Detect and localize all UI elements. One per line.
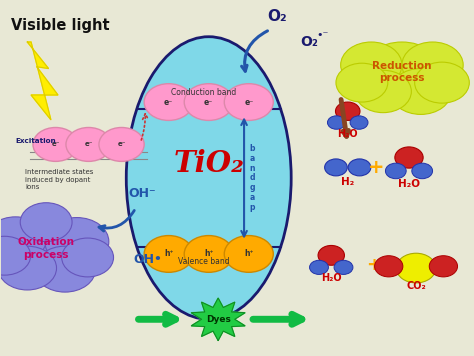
Circle shape	[224, 84, 273, 120]
Circle shape	[374, 256, 403, 277]
Text: Oxidation
process: Oxidation process	[18, 237, 75, 260]
Circle shape	[184, 84, 233, 120]
Circle shape	[144, 236, 193, 272]
Text: •⁻: •⁻	[316, 31, 328, 41]
Circle shape	[184, 236, 233, 272]
Text: Reduction
process: Reduction process	[372, 61, 432, 83]
Text: TiO₂: TiO₂	[173, 150, 244, 178]
Circle shape	[336, 63, 388, 102]
Circle shape	[99, 127, 144, 161]
Text: Excitation: Excitation	[16, 138, 56, 144]
Text: CO₂: CO₂	[406, 281, 426, 290]
Text: +: +	[368, 158, 384, 177]
Text: e⁻: e⁻	[164, 98, 173, 106]
Circle shape	[328, 116, 346, 129]
Circle shape	[35, 246, 96, 292]
Circle shape	[0, 236, 31, 275]
Polygon shape	[27, 42, 58, 120]
Circle shape	[385, 163, 406, 179]
Text: H₂O: H₂O	[398, 179, 420, 189]
Text: O₂: O₂	[301, 35, 319, 48]
Circle shape	[429, 256, 457, 277]
Circle shape	[396, 253, 436, 283]
Circle shape	[6, 219, 86, 279]
Text: e⁻: e⁻	[244, 98, 254, 106]
Text: Intermediate states
induced by dopant
ions: Intermediate states induced by dopant io…	[25, 169, 93, 190]
Text: H₂: H₂	[341, 177, 355, 187]
Circle shape	[33, 127, 78, 161]
Polygon shape	[191, 298, 245, 340]
Text: b
a
n
d
g
a
p: b a n d g a p	[250, 145, 255, 211]
Circle shape	[66, 127, 111, 161]
Circle shape	[45, 218, 109, 266]
Circle shape	[325, 159, 347, 176]
Text: Dyes: Dyes	[206, 315, 230, 324]
Ellipse shape	[126, 37, 291, 319]
Text: OH•: OH•	[133, 253, 162, 266]
Circle shape	[341, 42, 402, 88]
Circle shape	[310, 260, 328, 274]
Text: e⁻: e⁻	[204, 98, 213, 106]
Text: h⁺: h⁺	[164, 250, 173, 258]
Text: Valence band: Valence band	[178, 257, 230, 267]
Text: Visible light: Visible light	[11, 18, 109, 33]
Circle shape	[412, 163, 433, 179]
Circle shape	[348, 159, 371, 176]
Text: O₂: O₂	[268, 9, 287, 24]
Circle shape	[415, 62, 469, 103]
Circle shape	[390, 68, 451, 114]
Circle shape	[395, 147, 423, 168]
Text: e⁻: e⁻	[117, 141, 126, 147]
Text: H₂O: H₂O	[337, 129, 358, 139]
Text: e⁻: e⁻	[84, 141, 93, 147]
Circle shape	[20, 203, 72, 242]
Text: +: +	[366, 256, 381, 273]
Circle shape	[336, 102, 360, 120]
Circle shape	[0, 246, 56, 290]
Text: H₂O: H₂O	[321, 273, 342, 283]
Circle shape	[318, 246, 345, 265]
Circle shape	[350, 116, 368, 129]
Circle shape	[144, 84, 193, 120]
Circle shape	[224, 236, 273, 272]
Circle shape	[362, 42, 442, 102]
Text: OH⁻: OH⁻	[128, 187, 156, 200]
Text: e⁻: e⁻	[51, 141, 60, 147]
Text: h⁺: h⁺	[204, 250, 213, 258]
Circle shape	[0, 217, 46, 263]
Circle shape	[355, 70, 411, 112]
Text: h⁺: h⁺	[244, 250, 254, 258]
Circle shape	[334, 260, 353, 274]
Circle shape	[62, 238, 114, 277]
Text: Conduction band: Conduction band	[172, 88, 237, 97]
Circle shape	[402, 42, 463, 88]
